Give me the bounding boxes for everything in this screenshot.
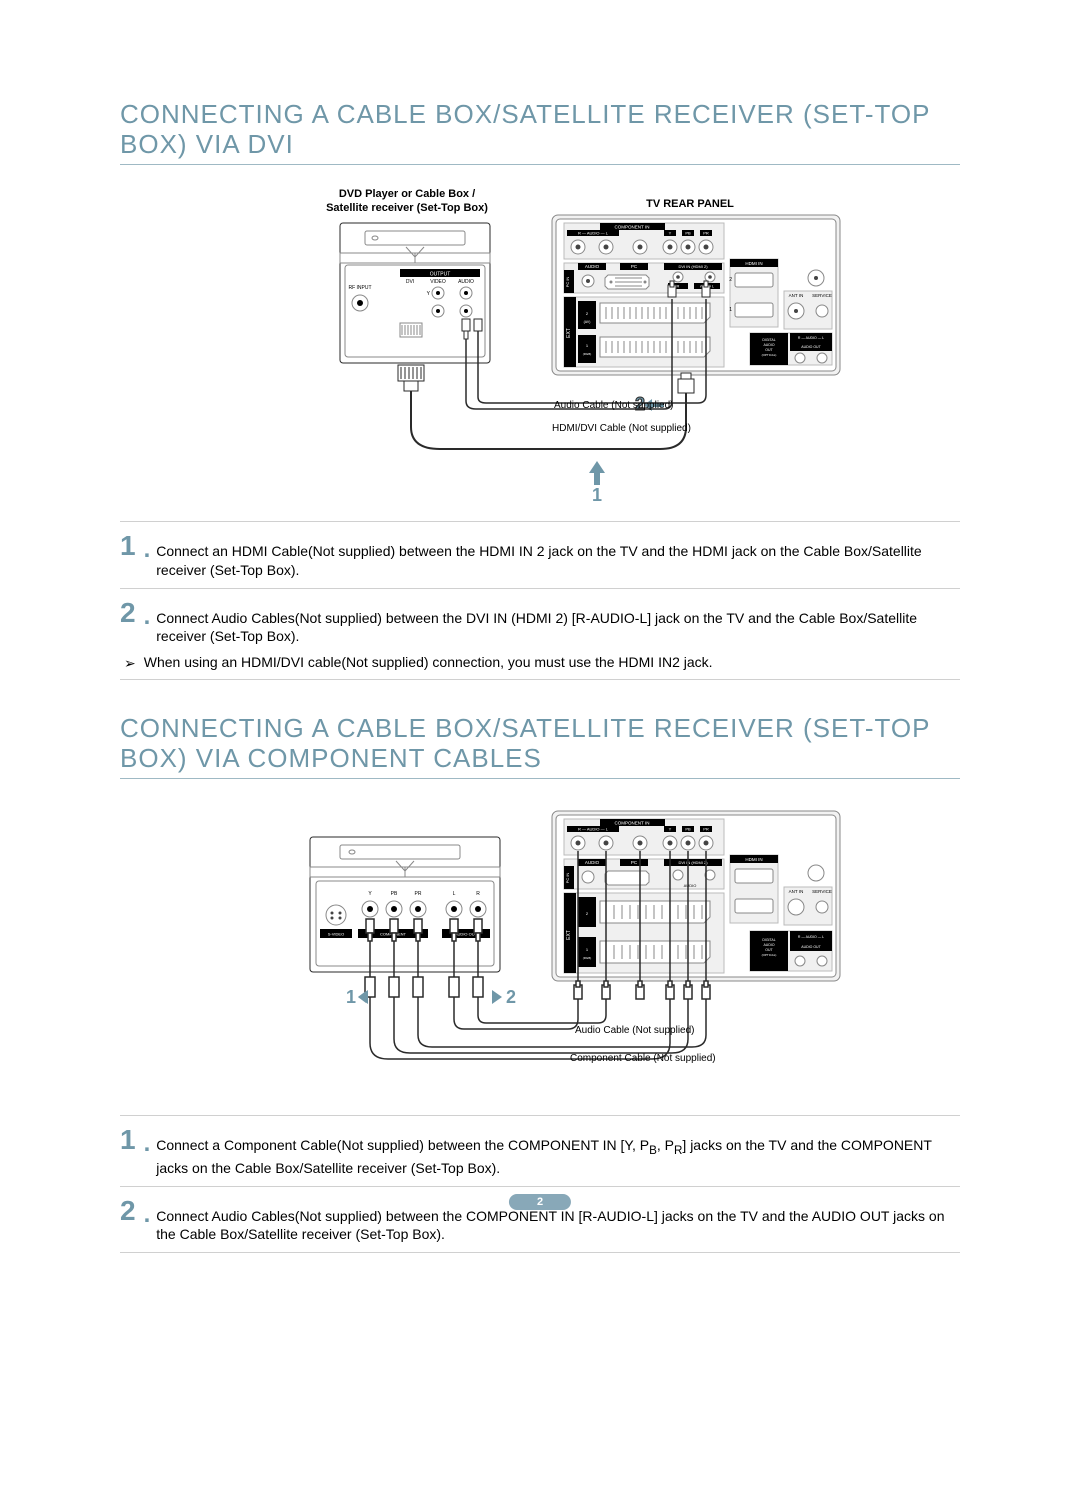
svg-text:ANT IN: ANT IN <box>789 889 804 894</box>
svg-text:COMPONENT IN: COMPONENT IN <box>615 821 650 826</box>
d1-source-device: OUTPUT DVI VIDEO AUDIO RF INPUT Y <box>340 223 490 363</box>
svg-text:1: 1 <box>729 307 732 313</box>
svg-text:EXT: EXT <box>566 328 572 338</box>
rule <box>120 679 960 680</box>
svg-text:2: 2 <box>506 987 516 1007</box>
diagram2-svg: Y PB PR L R S-VIDEO COMPONENT AUDIO OUT … <box>220 797 860 1097</box>
svg-text:PC IN: PC IN <box>565 873 570 884</box>
svg-text:AUDIO OUT: AUDIO OUT <box>801 345 821 349</box>
svg-text:PB: PB <box>391 891 398 897</box>
s1-step1: 1 . Connect an HDMI Cable(Not supplied) … <box>120 532 960 580</box>
svg-text:AUDIO: AUDIO <box>763 343 774 347</box>
d1-tv-label: TV REAR PANEL <box>646 198 734 210</box>
note-arrow-icon: ➢ <box>124 655 136 672</box>
svg-text:COMPONENT IN: COMPONENT IN <box>615 224 650 229</box>
svg-text:Audio Cable (Not supplied): Audio Cable (Not supplied) <box>554 400 674 411</box>
svg-text:R — AUDIO — L: R — AUDIO — L <box>578 827 609 832</box>
svg-text:VIDEO: VIDEO <box>430 279 446 285</box>
step-text: Connect an HDMI Cable(Not supplied) betw… <box>156 532 960 580</box>
svg-text:DIGITAL: DIGITAL <box>762 338 775 342</box>
svg-text:Y: Y <box>669 827 672 832</box>
step-text: Connect a Component Cable(Not supplied) … <box>156 1126 960 1177</box>
svg-text:R: R <box>677 283 680 288</box>
step-number: 1 <box>120 532 136 560</box>
svg-text:PB: PB <box>685 827 691 832</box>
svg-text:OUT: OUT <box>765 948 773 952</box>
svg-text:PC: PC <box>631 860 638 865</box>
svg-text:(RGB): (RGB) <box>583 956 592 960</box>
svg-text:AUDIO: AUDIO <box>684 883 697 888</box>
svg-text:DVI IN (HDMI 2): DVI IN (HDMI 2) <box>678 860 708 865</box>
rule <box>120 1252 960 1253</box>
s1-step2: 2 . Connect Audio Cables(Not supplied) b… <box>120 599 960 647</box>
page-number-pill: 2 <box>509 1194 571 1210</box>
svg-text:OUT: OUT <box>765 348 773 352</box>
svg-text:AUDIO: AUDIO <box>763 943 774 947</box>
rule <box>120 1115 960 1116</box>
step-text: Connect Audio Cables(Not supplied) betwe… <box>156 599 960 647</box>
svg-text:R: R <box>476 891 480 897</box>
svg-text:2: 2 <box>729 277 732 283</box>
svg-text:DVI: DVI <box>406 279 414 285</box>
rule <box>120 588 960 589</box>
s1-note: ➢ When using an HDMI/DVI cable(Not suppl… <box>124 654 960 671</box>
svg-text:OUTPUT: OUTPUT <box>430 271 451 277</box>
svg-text:DVI IN (HDMI 2): DVI IN (HDMI 2) <box>678 264 708 269</box>
svg-text:EXT: EXT <box>566 930 572 940</box>
section2-title: CONNECTING A CABLE BOX/SATELLITE RECEIVE… <box>120 714 960 779</box>
step-dot: . <box>144 605 151 629</box>
step-number: 1 <box>120 1126 136 1154</box>
svg-text:R — AUDIO — L: R — AUDIO — L <box>578 230 609 235</box>
svg-text:PC: PC <box>631 264 638 269</box>
svg-text:S-VIDEO: S-VIDEO <box>328 932 344 937</box>
d1-tv-panel: COMPONENT IN R — AUDIO — L Y PB PR AUDIO… <box>552 215 840 375</box>
d2-source-device: Y PB PR L R S-VIDEO COMPONENT AUDIO OUT <box>310 837 500 972</box>
step-dot: . <box>144 1132 151 1156</box>
diagram1-svg: DVD Player or Cable Box / Satellite rece… <box>220 183 860 503</box>
section1-title: CONNECTING A CABLE BOX/SATELLITE RECEIVE… <box>120 100 960 165</box>
d1-src-label1: DVD Player or Cable Box / <box>339 188 475 200</box>
svg-text:(OPTICAL): (OPTICAL) <box>762 353 777 357</box>
svg-text:HDMI IN: HDMI IN <box>745 857 762 862</box>
svg-text:ANT IN: ANT IN <box>789 293 804 298</box>
diagram1-container: DVD Player or Cable Box / Satellite rece… <box>120 183 960 503</box>
svg-text:RF INPUT: RF INPUT <box>348 285 371 291</box>
svg-text:Y: Y <box>669 230 672 235</box>
svg-text:DIGITAL: DIGITAL <box>762 938 775 942</box>
svg-text:AUDIO: AUDIO <box>458 279 474 285</box>
step-dot: . <box>144 538 151 562</box>
svg-text:AUDIO: AUDIO <box>585 264 600 269</box>
svg-text:PR: PR <box>703 230 709 235</box>
svg-text:AUDIO OUT: AUDIO OUT <box>801 945 821 949</box>
svg-text:PR: PR <box>415 891 422 897</box>
svg-text:SERVICE: SERVICE <box>812 889 832 894</box>
svg-text:Audio Cable (Not supplied): Audio Cable (Not supplied) <box>575 1025 695 1036</box>
svg-text:HDMI IN: HDMI IN <box>745 261 762 266</box>
step-dot: . <box>144 1203 151 1227</box>
step-number: 2 <box>120 1197 136 1225</box>
s2-step1: 1 . Connect a Component Cable(Not suppli… <box>120 1126 960 1177</box>
svg-text:SERVICE: SERVICE <box>812 293 832 298</box>
svg-text:AUDIO: AUDIO <box>585 860 600 865</box>
d2-tv-panel: COMPONENT IN R — AUDIO — L Y PB PR AUDIO… <box>552 811 840 981</box>
svg-text:Component Cable (Not supplied): Component Cable (Not supplied) <box>570 1053 716 1064</box>
d1-src-label2: Satellite receiver (Set-Top Box) <box>326 202 488 214</box>
svg-text:(AV): (AV) <box>584 320 591 324</box>
svg-text:R — AUDIO — L: R — AUDIO — L <box>798 336 824 340</box>
step-number: 2 <box>120 599 136 627</box>
svg-text:HDMI/DVI Cable (Not supplied): HDMI/DVI Cable (Not supplied) <box>552 423 691 434</box>
svg-text:R — AUDIO — L: R — AUDIO — L <box>798 935 824 939</box>
svg-text:PB: PB <box>685 230 691 235</box>
note-text: When using an HDMI/DVI cable(Not supplie… <box>144 654 713 670</box>
svg-text:(OPTICAL): (OPTICAL) <box>762 953 777 957</box>
diagram2-container: Y PB PR L R S-VIDEO COMPONENT AUDIO OUT … <box>120 797 960 1097</box>
svg-text:L: L <box>453 891 456 897</box>
svg-text:(RGB): (RGB) <box>583 352 592 356</box>
svg-text:1: 1 <box>346 987 356 1007</box>
rule <box>120 521 960 522</box>
svg-text:PR: PR <box>703 827 709 832</box>
rule <box>120 1186 960 1187</box>
svg-text:1: 1 <box>592 485 602 503</box>
svg-text:PC IN: PC IN <box>565 276 570 287</box>
